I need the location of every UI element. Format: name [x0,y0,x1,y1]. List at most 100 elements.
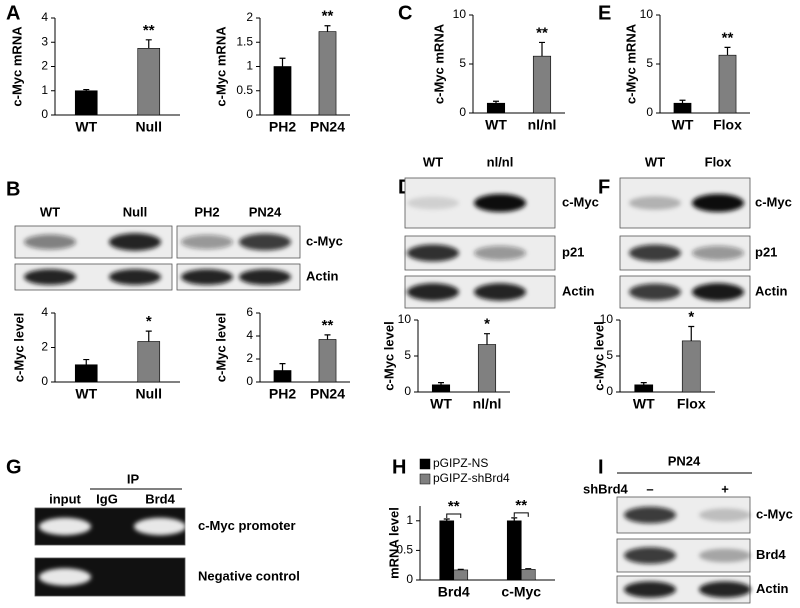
error-bar [640,382,647,385]
error-bar [539,41,545,57]
panel-letter: B [6,178,20,200]
blot-band [474,194,526,212]
y-tick-label: 5 [459,56,466,70]
bar [318,339,337,383]
significance-label: ** [322,8,334,25]
y-tick-label: 0 [404,384,411,398]
error-bar [679,99,686,104]
bar [74,364,98,383]
lane-label: WT [40,204,60,219]
y-axis-label: c-Myc level [381,321,396,390]
y-axis-label: c-Myc level [213,313,228,382]
y-tick-label: 10 [453,7,467,21]
lane-label: PN24 [249,204,282,219]
significance-label: * [484,316,490,333]
bar [453,569,469,581]
y-axis-label: c-Myc level [11,313,26,382]
y-tick-label: 0 [459,105,466,119]
lane-label: WT [423,154,443,169]
blot-band [692,283,744,301]
panel-letter: E [598,2,611,24]
error-bar [145,330,152,342]
x-tick-label: nl/nl [528,117,557,133]
error-bar [484,333,490,345]
blot-band [624,581,676,598]
lane-label: Brd4 [145,491,175,506]
error-bar [438,382,444,385]
x-tick-label: WT [75,119,97,135]
y-tick-label: 0 [606,384,613,398]
y-tick-label: 10 [600,312,614,326]
blot-band [239,269,291,285]
blot-band [39,517,91,536]
legend-label: pGIPZ-NS [433,456,488,470]
x-tick-label: WT [430,396,452,412]
error-bar [511,517,518,521]
y-tick-label: 4 [41,305,48,319]
x-tick-label: nl/nl [473,396,502,412]
y-tick-label: 10 [398,312,412,326]
error-bar [279,57,286,67]
significance-label: ** [722,29,734,46]
bar [520,569,536,581]
bar [431,384,451,393]
x-tick-label: WT [485,117,507,133]
blot-band [699,508,751,522]
lane-label: Flox [705,154,732,169]
panel-letter: I [598,456,604,478]
panel-letter: F [598,176,610,198]
bar [681,340,701,393]
blot-band [699,581,751,598]
x-tick-label: WT [75,386,97,402]
blot-band [629,196,681,210]
error-bar [83,358,90,365]
bar [318,31,337,116]
bar [486,102,506,114]
significance-label: * [688,308,694,325]
y-axis-label: c-Myc mRNA [213,26,228,107]
y-axis-label: c-Myc mRNA [9,26,24,107]
bar [718,54,737,114]
panel-letter: A [6,2,20,24]
blot-band [181,234,233,250]
blot-band [692,245,744,261]
row-label: Actin [306,268,339,283]
bar [273,66,292,116]
x-tick-label: Brd4 [438,584,470,600]
y-tick-label: 1 [246,59,253,73]
x-tick-label: c-Myc [501,584,541,600]
panel-letter: H [392,456,406,478]
significance-bracket [446,513,462,519]
y-tick-label: 1.5 [236,34,253,48]
y-tick-label: 2 [41,59,48,73]
y-tick-label: 3 [41,34,48,48]
row-label: Actin [755,283,788,298]
row-label: Actin [756,581,789,596]
blot-band [24,269,76,285]
x-tick-label: Flox [713,117,742,133]
y-tick-label: 4 [41,10,48,24]
x-tick-label: Null [136,119,162,135]
y-axis-label: c-Myc mRNA [623,23,638,104]
lane-label: input [49,491,81,506]
significance-label: ** [322,317,334,334]
row-label: c-Myc [756,506,793,521]
y-tick-label: 4 [246,328,253,342]
blot-band [39,568,91,586]
y-tick-label: 10 [640,7,654,21]
group-label: PN24 [668,453,701,468]
lane-label: – [646,481,653,496]
bar [673,102,692,114]
error-bar [279,363,286,371]
y-tick-label: 0 [406,572,413,586]
legend-swatch [419,458,431,470]
y-tick-label: 6 [246,305,253,319]
bar [439,520,455,581]
y-tick-label: 0.5 [396,543,413,557]
error-bar [324,25,331,32]
lane-label: Null [123,204,148,219]
blot-band [629,244,681,262]
significance-label: ** [448,498,460,515]
lane-label: WT [645,154,665,169]
x-tick-label: WT [633,396,655,412]
